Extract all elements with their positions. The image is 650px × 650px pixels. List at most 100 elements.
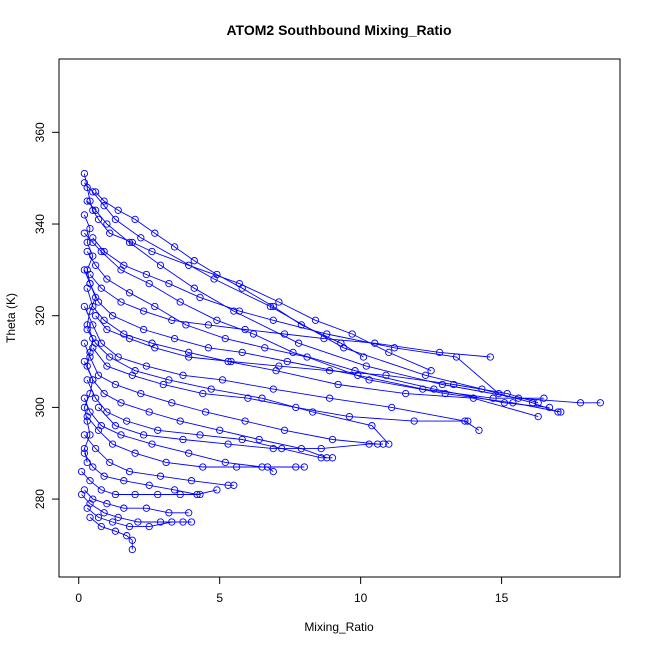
data-point [269,467,277,476]
data-point [100,202,108,210]
data-point [379,440,387,448]
data-point [221,458,229,467]
data-point [185,509,193,517]
data-point [213,316,221,324]
series-line [84,489,189,514]
series-line [84,232,550,408]
data-point [269,385,277,393]
data-point [108,440,117,448]
data-point [176,417,184,425]
data-point [221,334,229,343]
data-point [269,316,277,324]
data-point [139,325,148,334]
data-point [117,399,125,407]
data-point [139,307,148,315]
data-point [111,527,120,535]
data-point [86,270,94,279]
data-point [187,518,196,526]
data-point [354,371,362,379]
data-point [97,339,105,347]
data-point [390,344,399,352]
series-16 [80,449,221,499]
data-point [359,353,368,361]
series-11 [80,357,331,462]
data-point [80,211,89,219]
data-point [244,394,252,402]
data-point [86,307,94,315]
data-point [325,394,334,402]
series-20 [83,504,196,531]
series-layer [77,169,604,554]
data-point [142,362,151,370]
data-point [179,435,187,444]
data-point [134,518,142,526]
chart-title: ATOM2 Southbound Mixing_Ratio [226,22,451,38]
data-point [142,504,151,512]
data-point [230,481,238,489]
data-point [83,458,91,467]
data-point [120,504,128,512]
data-point [111,490,120,499]
data-point [489,394,497,402]
data-point [151,302,159,311]
data-point [139,431,148,439]
data-point [410,417,418,425]
series-line [86,251,561,413]
data-point [280,330,289,338]
data-point [168,316,176,324]
data-point [83,417,91,425]
data-point [151,344,159,352]
data-point [145,522,153,531]
data-point [176,298,184,306]
data-point [427,367,435,375]
series-line [86,507,192,528]
data-point [309,408,317,416]
data-point [131,449,139,457]
data-point [385,348,393,357]
data-point [120,261,128,269]
data-point [128,545,136,554]
data-point [89,334,97,343]
data-point [450,380,458,389]
data-point [261,344,269,352]
data-point [185,449,193,457]
data-point [97,522,105,531]
series-8 [80,302,483,434]
data-point [80,302,89,311]
data-point [317,454,325,462]
data-point [207,385,215,393]
data-point [368,422,376,430]
data-point [170,334,179,343]
data-point [241,325,249,334]
data-point [269,444,277,453]
x-tick-label: 10 [354,591,368,605]
data-point [89,344,97,352]
data-point [106,353,114,361]
data-point [106,458,114,467]
data-point [232,463,241,471]
series-25 [86,270,494,361]
data-point [371,339,379,347]
data-point [190,257,198,265]
data-point [534,412,542,421]
data-point [123,532,131,540]
data-point [145,481,153,489]
data-point [213,270,221,279]
data-point [77,467,86,476]
data-point [156,261,165,269]
data-point [103,325,111,334]
data-point [100,472,108,480]
x-tick-label: 5 [216,591,223,605]
data-point [137,234,145,242]
data-point [469,394,478,402]
data-point [142,270,151,279]
data-point [185,353,193,361]
data-point [83,321,91,329]
series-line [84,182,559,413]
data-point [94,371,103,379]
series-15 [80,431,238,489]
series-line [89,274,491,358]
x-axis: 0 5 10 15 [75,576,509,605]
data-point [86,431,94,439]
y-axis: 280 300 320 340 360 [33,122,60,509]
